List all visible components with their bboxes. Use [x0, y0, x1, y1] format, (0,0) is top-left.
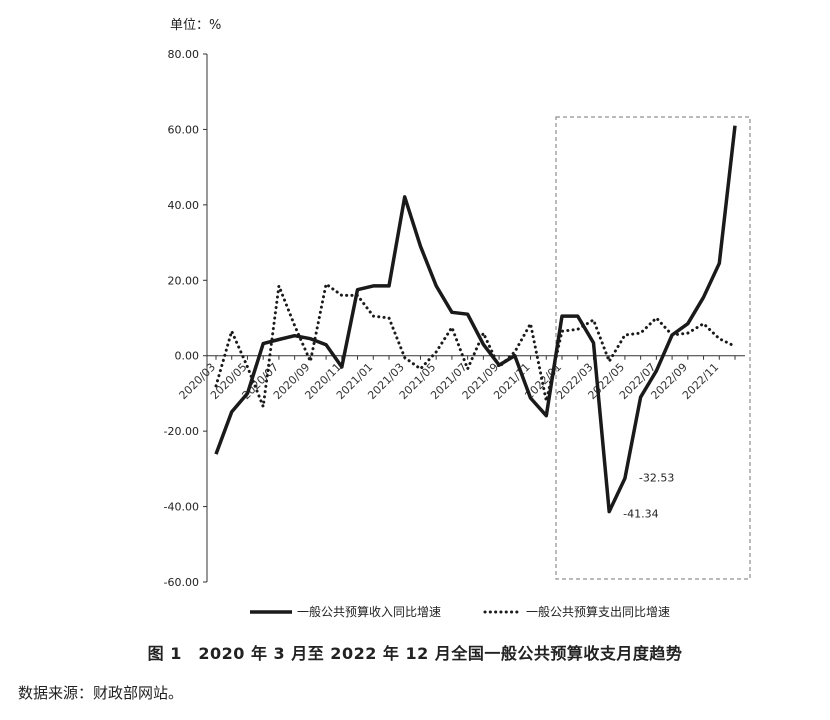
- legend: 一般公共预算收入同比增速 一般公共预算支出同比增速: [250, 604, 670, 619]
- data-label: -32.53: [639, 471, 674, 484]
- y-tick-label: 40.00: [168, 199, 200, 212]
- y-tick-label: 20.00: [168, 274, 200, 287]
- y-tick-label: -20.00: [164, 425, 199, 438]
- y-tick-label: 60.00: [168, 123, 200, 136]
- y-tick-label: -40.00: [164, 501, 199, 514]
- figure-caption: 图 1 2020 年 3 月至 2022 年 12 月全国一般公共预算收支月度趋…: [147, 644, 683, 663]
- legend-label-expenditure: 一般公共预算支出同比增速: [526, 604, 670, 619]
- annotations: -41.34 -32.53: [623, 471, 674, 520]
- revenue-growth-line: [214, 125, 737, 514]
- line-chart: 80.00 60.00 40.00 20.00 0.00 -20.00 -40.00 -60.…: [164, 48, 751, 619]
- y-axis-unit-label: 单位：%: [170, 18, 222, 33]
- legend-label-revenue: 一般公共预算收入同比增速: [297, 604, 441, 619]
- y-tick-label: 0.00: [175, 350, 200, 363]
- data-source-note: 数据来源：财政部网站。: [18, 684, 184, 702]
- expenditure-growth-line: [214, 282, 737, 409]
- data-label: -41.34: [623, 508, 658, 521]
- y-tick-label: 80.00: [168, 48, 200, 61]
- y-tick-label: -60.00: [164, 576, 199, 589]
- series-layer: [214, 125, 737, 514]
